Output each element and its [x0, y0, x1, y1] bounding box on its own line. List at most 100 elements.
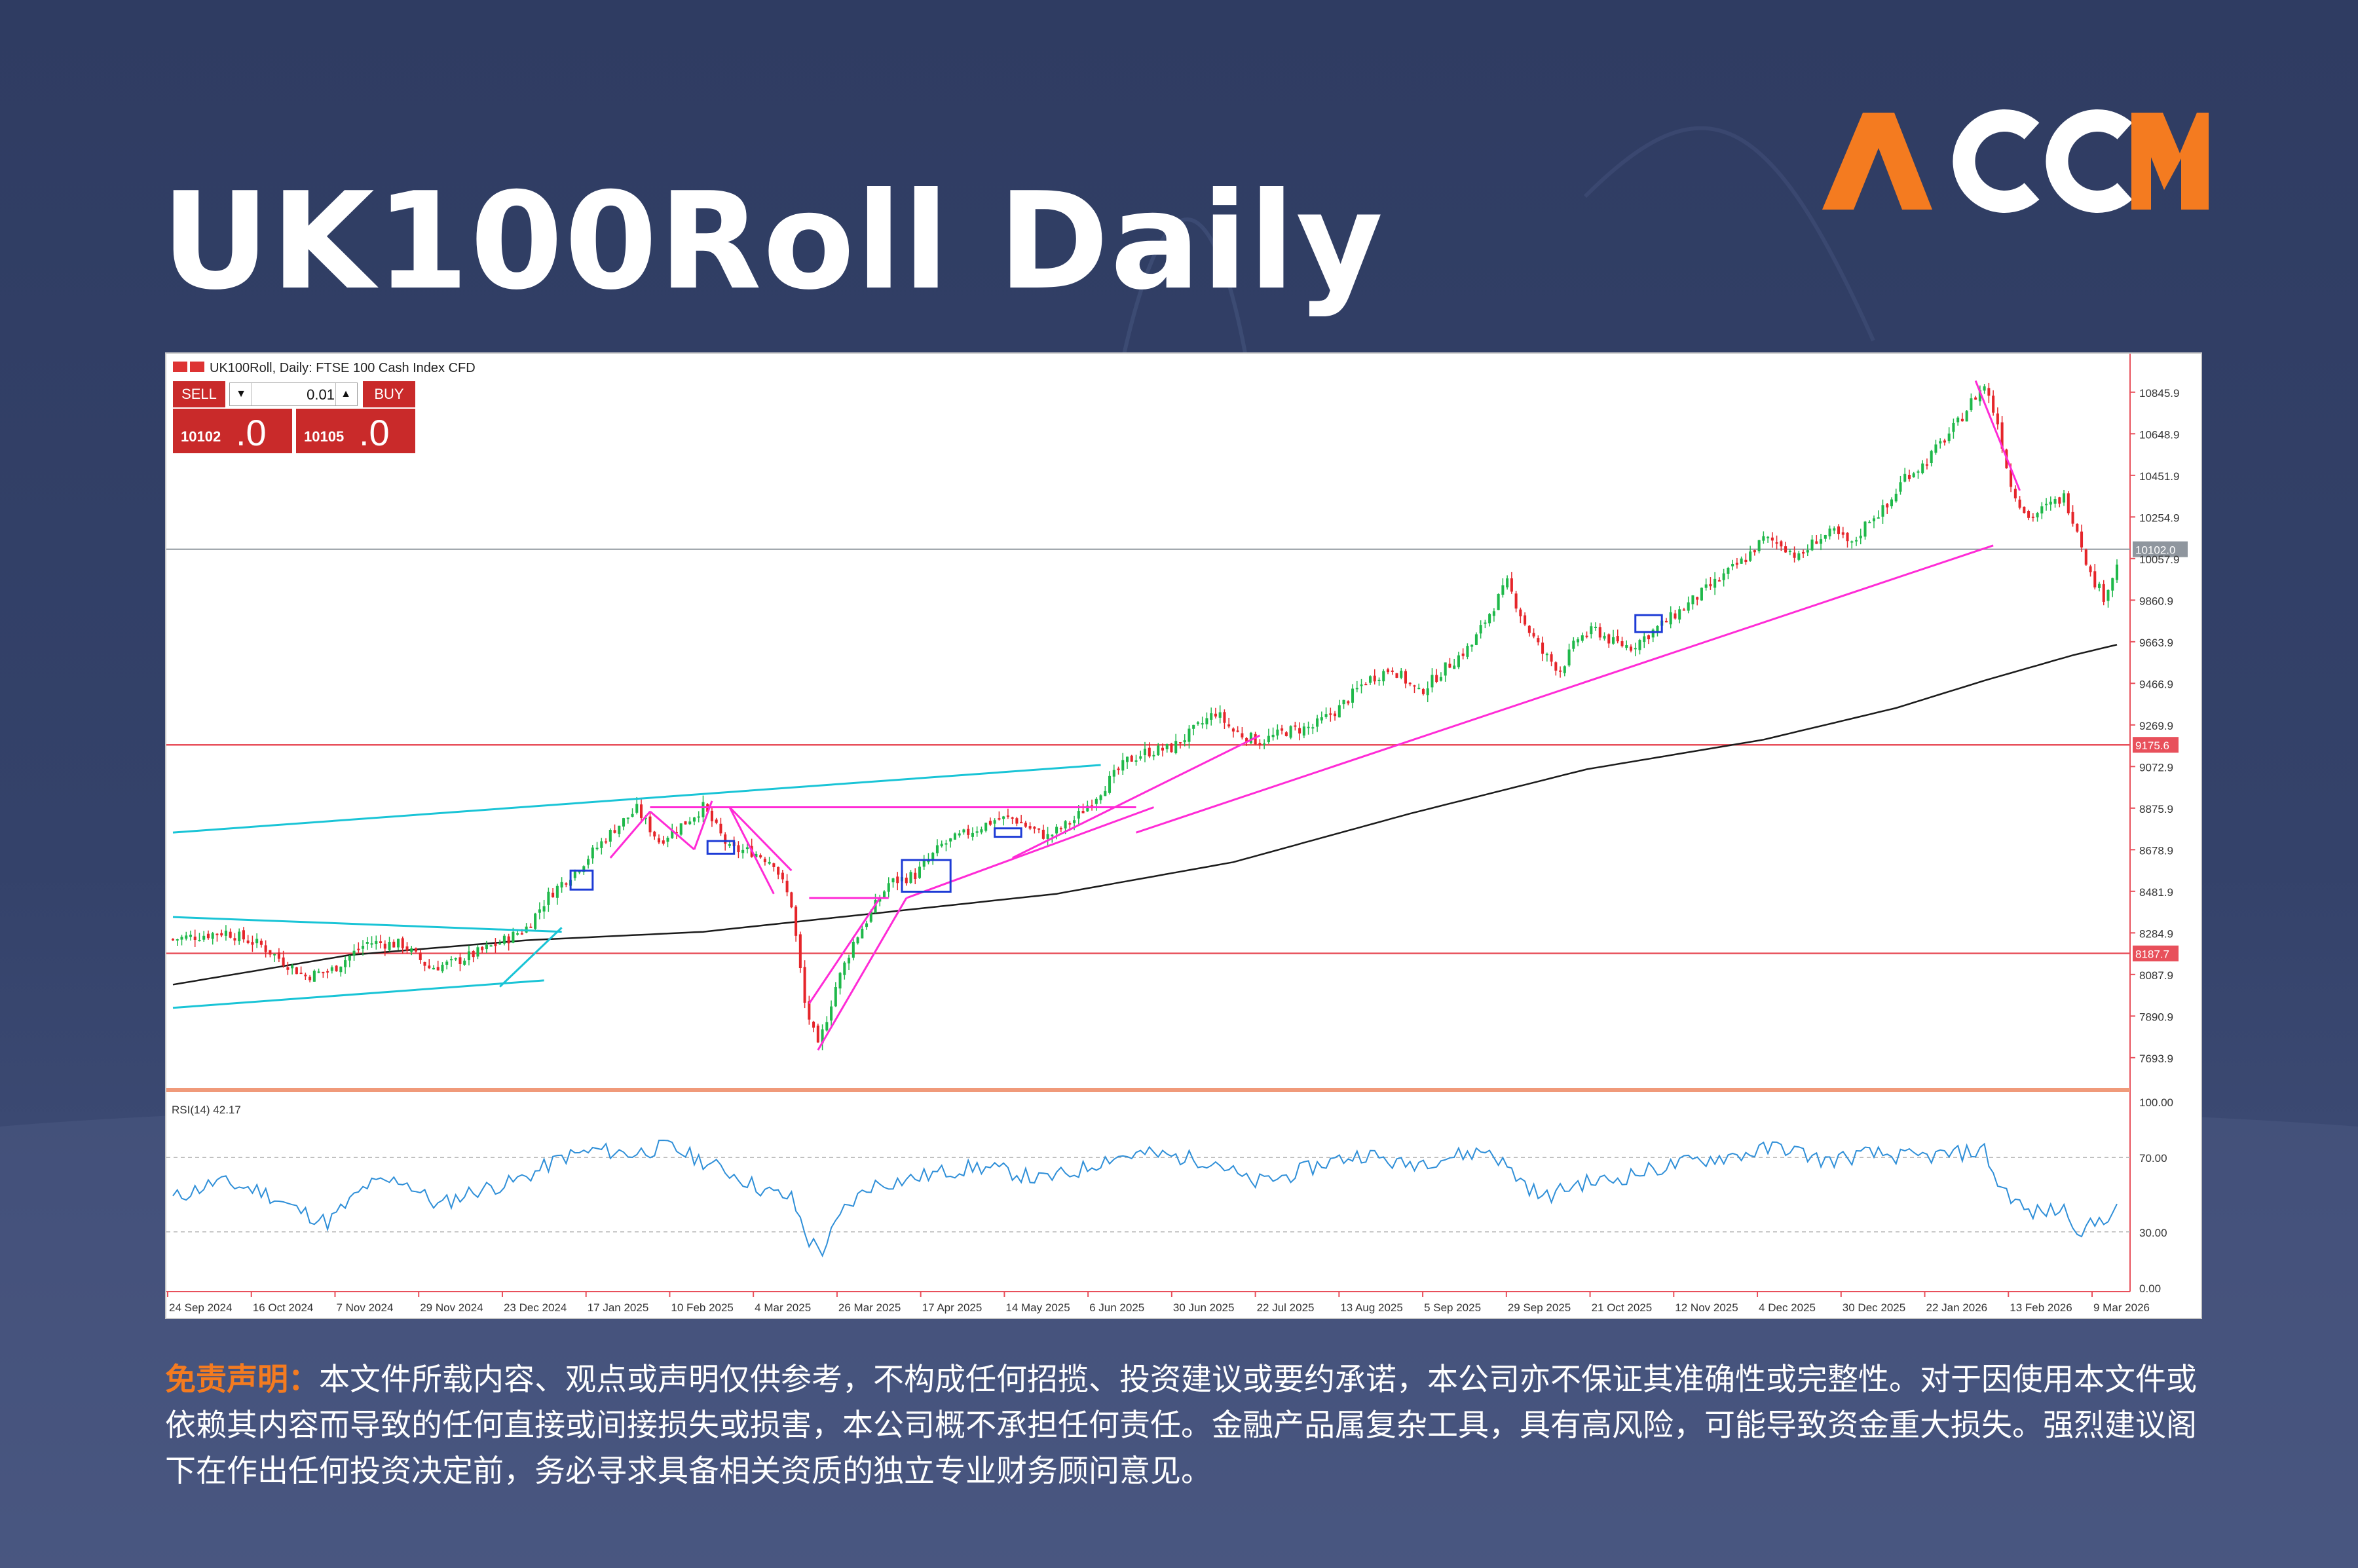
candle-body: [679, 823, 683, 835]
candle-body: [918, 867, 922, 878]
candle-body: [1492, 611, 1495, 616]
current-price-tag: [2133, 541, 2188, 557]
candle-body: [1249, 732, 1252, 743]
candle-body: [1532, 633, 1535, 637]
candle-body: [1011, 817, 1014, 819]
candle-body: [277, 952, 280, 959]
buy-price[interactable]: 10105 .0: [296, 409, 415, 453]
candle-body: [2049, 501, 2052, 505]
candle-body: [467, 951, 470, 960]
candle-body: [1797, 553, 1801, 560]
candle-body: [2000, 422, 2004, 449]
x-tick-label: 17 Jan 2025: [588, 1301, 649, 1314]
candle-body: [1006, 815, 1009, 817]
candle-body: [1391, 670, 1394, 672]
candle-body: [1223, 712, 1226, 723]
candle-body: [1930, 451, 1933, 464]
candle-body: [1298, 728, 1301, 734]
candle-body: [1841, 532, 1844, 535]
candle-body: [1334, 713, 1337, 717]
candle-body: [644, 817, 647, 819]
candle-body: [1064, 821, 1067, 829]
candle-body: [560, 882, 563, 887]
candle-body: [1545, 654, 1548, 656]
x-tick-label: 24 Sep 2024: [169, 1301, 232, 1314]
candle-body: [1161, 747, 1165, 751]
candle-body: [1435, 675, 1438, 682]
candle-body: [2111, 578, 2114, 591]
candle-body: [1983, 386, 1986, 391]
candle-body: [1572, 641, 1575, 649]
candle-body: [1271, 734, 1275, 737]
candle-body: [1130, 755, 1133, 762]
candle-body: [1620, 641, 1624, 646]
candle-body: [772, 863, 776, 867]
candle-body: [1656, 625, 1659, 631]
candle-body: [1757, 540, 1761, 551]
x-tick-label: 6 Jun 2025: [1089, 1301, 1144, 1314]
candle-body: [852, 941, 855, 958]
candle-body: [931, 852, 935, 859]
candle-body: [370, 943, 373, 945]
candle-body: [1028, 826, 1032, 829]
candle-body: [1744, 559, 1748, 563]
sell-button[interactable]: SELL: [173, 381, 225, 407]
candle-body: [1134, 760, 1138, 762]
candle-body: [1501, 585, 1505, 595]
x-tick-label: 13 Feb 2026: [2010, 1301, 2072, 1314]
pattern-box: [994, 827, 1022, 838]
candle-body: [529, 926, 533, 928]
x-tick-label: 26 Mar 2025: [838, 1301, 901, 1314]
candle-body: [1899, 482, 1902, 492]
candle-body: [984, 823, 988, 831]
candle-body: [1099, 795, 1102, 800]
candle-body: [595, 848, 599, 849]
candle-body: [940, 844, 943, 847]
candle-body: [2036, 513, 2039, 517]
trendline: [609, 810, 651, 859]
candle-body: [605, 841, 608, 843]
candle-body: [171, 939, 175, 941]
candle-body: [322, 971, 325, 973]
candle-body: [578, 871, 581, 873]
chevron-up-icon[interactable]: ▲: [335, 383, 356, 405]
sell-price[interactable]: 10102 .0: [173, 409, 292, 453]
buy-button[interactable]: BUY: [363, 381, 415, 407]
candle-body: [1859, 535, 1862, 538]
candle-body: [1563, 666, 1566, 673]
x-tick-label: 30 Jun 2025: [1173, 1301, 1235, 1314]
trendline: [499, 927, 563, 988]
candle-body: [1992, 396, 1995, 413]
candle-body: [1245, 737, 1248, 743]
candle-body: [1373, 675, 1376, 682]
candle-body: [1780, 541, 1783, 547]
volume-field[interactable]: ▼ 0.01 ▲: [229, 383, 358, 406]
candle-body: [998, 818, 1001, 820]
candle-body: [631, 813, 634, 817]
candle-body: [684, 821, 687, 825]
candle-body: [1824, 534, 1827, 539]
candle-body: [295, 967, 298, 975]
candle-body: [282, 957, 285, 966]
y-tick-label: 8678.9: [2139, 844, 2173, 857]
chevron-down-icon[interactable]: ▼: [231, 383, 252, 405]
buy-price-decimal: .0: [359, 412, 390, 453]
candle-body: [971, 832, 974, 837]
candle-body: [1581, 635, 1584, 641]
candle-body: [1408, 682, 1412, 684]
candle-body: [1912, 473, 1915, 477]
candle-body: [1868, 521, 1871, 523]
candle-body: [1519, 609, 1522, 616]
candle-body: [2093, 571, 2097, 588]
candle-body: [481, 946, 484, 950]
candle-body: [1810, 539, 1814, 551]
candle-body: [1664, 620, 1668, 623]
candle-body: [1960, 419, 1964, 422]
candlesticks: [171, 383, 2119, 1051]
trendline: [1974, 380, 2021, 491]
y-tick-label: 9663.9: [2139, 637, 2173, 649]
candle-body: [1956, 417, 1960, 422]
candle-body: [1850, 541, 1854, 543]
candle-body: [1091, 805, 1094, 807]
candle-body: [741, 849, 745, 853]
